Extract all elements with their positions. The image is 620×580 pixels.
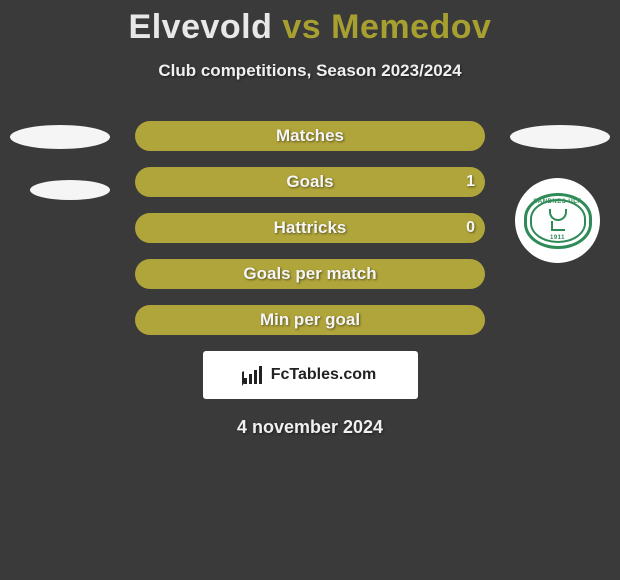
stat-value-right: 1 bbox=[466, 173, 475, 191]
attribution-logo: FcTables.com bbox=[203, 351, 418, 399]
logo-text: FcTables.com bbox=[271, 366, 377, 384]
player2-name: Memedov bbox=[331, 8, 491, 46]
stat-value-right: 0 bbox=[466, 219, 475, 237]
stat-bar-matches: Matches bbox=[135, 121, 485, 151]
bar-chart-icon bbox=[244, 366, 266, 384]
subtitle: Club competitions, Season 2023/2024 bbox=[0, 61, 620, 81]
player2-club-crest: SANDNES ULF 1911 bbox=[515, 178, 600, 263]
stat-bar-mpg: Min per goal bbox=[135, 305, 485, 335]
vs-label: vs bbox=[282, 8, 321, 46]
stat-bar-goals: Goals 1 bbox=[135, 167, 485, 197]
crest-shield-icon: SANDNES ULF 1911 bbox=[524, 193, 592, 249]
comparison-title: Elvevold vs Memedov bbox=[0, 0, 620, 47]
player2-photo-placeholder bbox=[510, 125, 610, 149]
stat-label: Goals per match bbox=[243, 264, 376, 284]
stat-label: Goals bbox=[286, 172, 333, 192]
stat-bar-gpm: Goals per match bbox=[135, 259, 485, 289]
stat-rows: Matches Goals 1 Hattricks 0 Goals per ma… bbox=[135, 121, 485, 335]
date-label: 4 november 2024 bbox=[0, 417, 620, 438]
stat-label: Hattricks bbox=[274, 218, 347, 238]
player1-club-placeholder bbox=[30, 180, 110, 200]
stat-label: Min per goal bbox=[260, 310, 360, 330]
stat-label: Matches bbox=[276, 126, 344, 146]
stat-bar-hattricks: Hattricks 0 bbox=[135, 213, 485, 243]
player1-photo-placeholder bbox=[10, 125, 110, 149]
player1-name: Elvevold bbox=[129, 8, 273, 46]
